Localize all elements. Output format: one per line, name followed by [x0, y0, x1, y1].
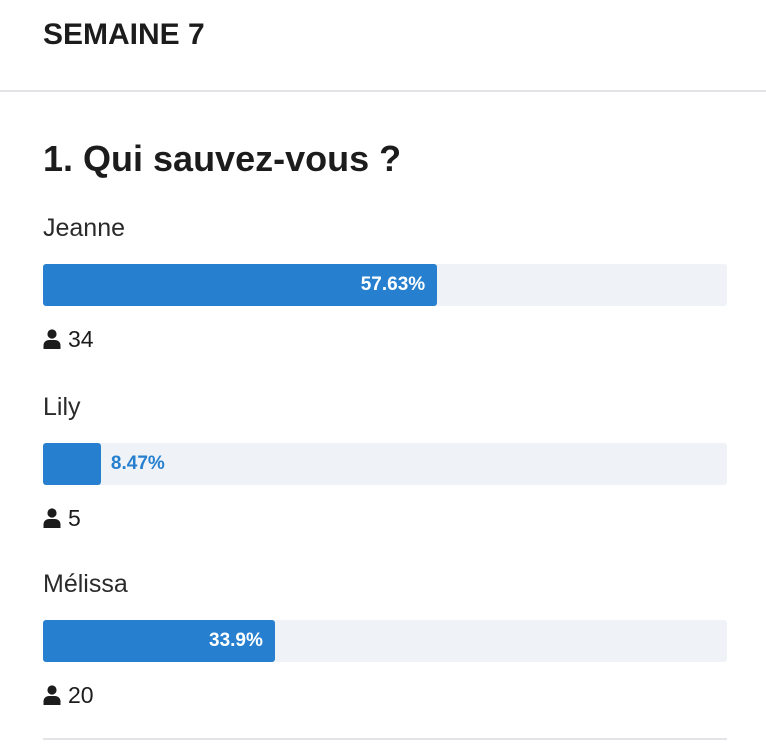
bottom-divider [43, 738, 727, 740]
option-label: Jeanne [43, 214, 126, 242]
vote-count: 20 [43, 680, 727, 710]
poll-option-lily[interactable]: Lily 8.47% 5 [43, 391, 727, 533]
user-icon [43, 508, 61, 528]
poll-option-jeanne[interactable]: Jeanne 57.63% 34 [43, 212, 727, 354]
option-label: Mélissa [43, 570, 128, 598]
header-divider [0, 90, 766, 92]
result-bar-fill [43, 264, 438, 306]
week-header: SEMAINE 7 [43, 18, 205, 51]
result-bar-fill [43, 620, 275, 662]
result-bar-track: 33.9% [43, 620, 727, 662]
vote-count-value: 5 [68, 504, 81, 531]
result-bar-track: 57.63% [43, 264, 727, 306]
result-bar-track: 8.47% [43, 443, 727, 485]
question-title: 1. Qui sauvez-vous ? [43, 138, 402, 179]
result-percentage: 57.63% [360, 274, 426, 295]
user-icon [43, 685, 61, 705]
vote-count-value: 20 [68, 681, 94, 708]
result-percentage: 8.47% [110, 453, 165, 474]
poll-option-melissa[interactable]: Mélissa 33.9% 20 [43, 568, 727, 710]
result-bar-fill [43, 443, 101, 485]
user-icon [43, 329, 61, 349]
vote-count: 34 [43, 324, 727, 354]
vote-count: 5 [43, 503, 727, 533]
vote-count-value: 34 [68, 325, 94, 352]
result-percentage: 33.9% [209, 630, 263, 651]
option-label: Lily [43, 393, 81, 421]
